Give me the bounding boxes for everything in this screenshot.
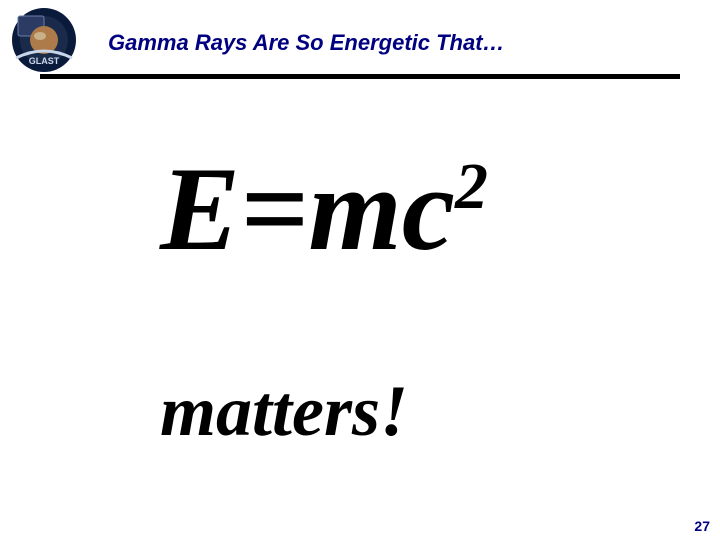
svg-text:GLAST: GLAST <box>29 56 60 66</box>
matters-text: matters! <box>160 370 408 453</box>
page-number: 27 <box>694 518 710 534</box>
glast-logo: GLAST <box>10 6 78 74</box>
slide: GLAST Gamma Rays Are So Energetic That… … <box>0 0 720 540</box>
equation-exponent: 2 <box>455 150 488 223</box>
equation-base: E=mc <box>160 142 455 275</box>
equation-text: E=mc2 <box>160 140 488 278</box>
slide-title: Gamma Rays Are So Energetic That… <box>108 30 505 56</box>
title-underline <box>40 74 680 79</box>
